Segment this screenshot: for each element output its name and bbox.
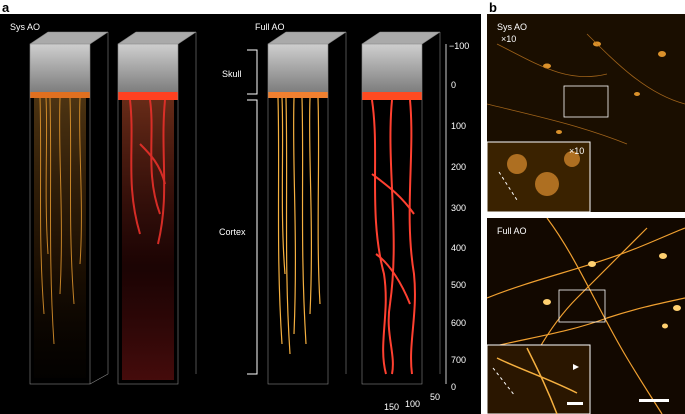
depth-tick: 400 [451,243,467,253]
depth-tick: 600 [451,318,467,328]
depth-tick: 300 [451,203,467,213]
depth-tick: 200 [451,162,467,172]
sys-neuron-column [29,31,109,385]
skull-label: Skull [222,69,242,79]
panel-b-sys-image: Sys AO ×10 ×10 [487,14,685,212]
cortex-label: Cortex [219,227,246,237]
panel-b-full-image: Full AO [487,218,685,414]
panel-a-image: Sys AO Full AO Skull Cortex −100 0 100 2… [0,14,481,414]
sys-ao-label: Sys AO [10,22,41,32]
full-vessel-column [361,31,441,385]
depth-tick: 100 [451,121,467,131]
depth-tick: 0 [451,80,457,90]
full-neuron-column [267,31,347,385]
panel-a-letter: a [2,0,10,15]
depth-tick: −100 [449,41,470,51]
depth-tick: 700 [451,355,467,365]
full-ao-label: Full AO [255,22,285,32]
bottom-tick: 100 [405,399,421,409]
sys-vessel-column [117,31,197,385]
b-sys-zoom-label: ×10 [501,34,517,44]
b-sys-ao-label: Sys AO [497,22,528,32]
depth-tick: 500 [451,280,467,290]
b-inset-zoom-label: ×10 [569,146,585,156]
region-brackets [247,49,258,375]
volume-renderings [29,31,447,385]
b-full-ao-label: Full AO [497,226,527,236]
bottom-tick: 150 [384,402,400,412]
panel-b-letter: b [489,0,497,15]
bottom-tick: 50 [430,392,441,402]
bottom-tick: 0 [451,382,457,392]
